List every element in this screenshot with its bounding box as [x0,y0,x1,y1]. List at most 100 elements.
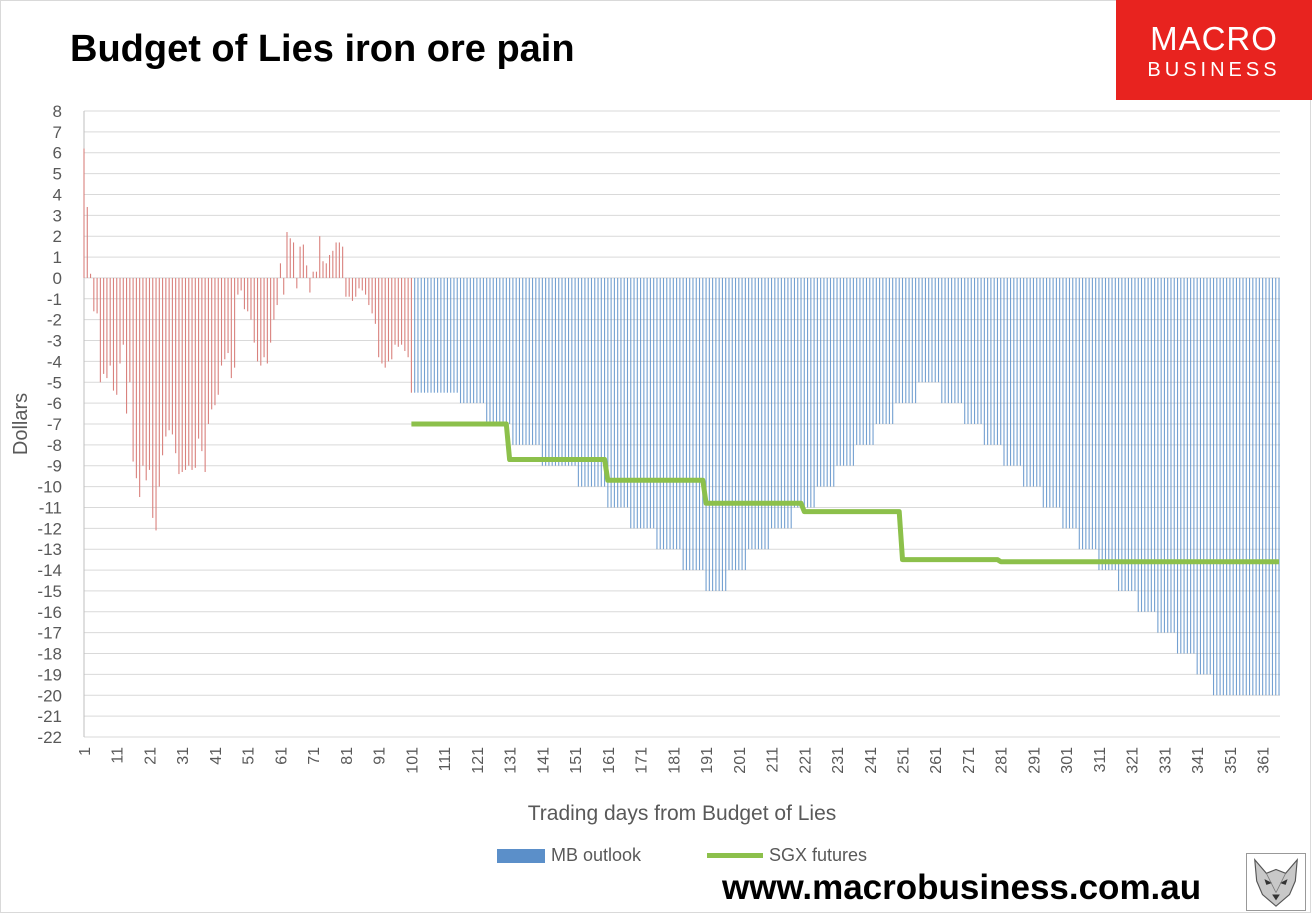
bar-early [276,277,278,306]
bar-mb-outlook [1006,277,1008,466]
bar-mb-outlook [901,277,904,404]
bar-mb-outlook [440,277,442,393]
logo-line-macro: MACRO [1150,20,1278,57]
bar-mb-outlook [754,277,756,550]
bar-mb-outlook [554,277,557,466]
bar-early [184,277,187,470]
bar-mb-outlook [708,277,710,591]
bar-mb-outlook [1013,277,1015,466]
bar-mb-outlook [967,277,969,424]
bar-mb-outlook [430,277,432,393]
bar-mb-outlook [463,277,465,404]
bar-mb-outlook [1268,277,1270,696]
series-mb-outlook-bars [414,277,1280,696]
bar-mb-outlook [1183,277,1185,654]
bar-mb-outlook [1029,277,1031,487]
bar-mb-outlook [990,277,992,445]
bar-early [378,277,380,358]
bar-mb-outlook [1085,277,1087,550]
bar-mb-outlook [495,277,498,424]
bar-mb-outlook [702,277,704,571]
bar-mb-outlook [633,277,635,529]
bar-mb-outlook [1144,277,1146,612]
bar-mb-outlook [731,277,733,571]
bar-early [250,277,252,320]
bar-mb-outlook [1186,277,1188,654]
bar-mb-outlook [1193,277,1195,654]
x-tick-label: 61 [273,747,290,765]
bar-mb-outlook [793,277,796,508]
bar-early [89,273,92,278]
bar-mb-outlook [509,277,511,424]
bar-mb-outlook [640,277,642,529]
bar-mb-outlook [538,277,540,445]
bar-mb-outlook [944,277,946,404]
bar-early [155,277,157,531]
grid-lines [83,110,1280,738]
x-tick-label: 151 [568,747,585,774]
bar-early [103,277,105,374]
bar-mb-outlook [502,277,504,424]
bar-mb-outlook [751,277,753,550]
legend-item-sgx-futures: SGX futures [707,845,867,866]
bar-mb-outlook [800,277,802,508]
bar-mb-outlook [1075,277,1077,529]
x-tick-label: 321 [1125,747,1142,774]
bar-mb-outlook [1121,277,1123,591]
bar-mb-outlook [689,277,691,571]
x-tick-label: 91 [372,747,389,765]
bar-mb-outlook [489,277,491,424]
bar-mb-outlook [843,277,845,466]
bar-mb-outlook [656,277,658,550]
bar-mb-outlook [577,277,579,487]
bar-mb-outlook [473,277,475,404]
bar-early [394,277,396,345]
bar-mb-outlook [1255,277,1257,696]
y-tick-label: 1 [53,248,62,267]
bar-mb-outlook [1180,277,1182,654]
legend-label-mb-outlook: MB outlook [551,845,642,865]
y-tick-label: -22 [37,728,62,747]
bar-early [135,277,137,479]
bar-mb-outlook [512,277,514,445]
bar-mb-outlook [1000,277,1002,445]
bar-mb-outlook [1147,277,1149,612]
bar-early [410,277,412,393]
bar-early [119,277,121,364]
bar-early [273,277,275,320]
bar-early [227,277,229,354]
bar-mb-outlook [1114,277,1116,571]
bar-mb-outlook [698,277,701,571]
macrobusiness-logo: MACRO BUSINESS [1116,0,1312,100]
bar-early [214,277,216,406]
bar-mb-outlook [545,277,547,466]
bar-early [322,261,324,278]
bar-mb-outlook [525,277,527,445]
x-tick-label: 291 [1026,747,1043,774]
bar-mb-outlook [1088,277,1090,550]
bar-mb-outlook [862,277,864,445]
bar-mb-outlook [748,277,750,550]
legend-swatch-mb-outlook [497,848,545,863]
x-tick-label: 41 [208,747,225,765]
bar-mb-outlook [548,277,550,466]
y-tick-label: 8 [53,102,62,121]
bar-early [329,254,331,278]
bar-mb-outlook [1095,277,1097,550]
bar-mb-outlook [479,277,481,404]
bar-mb-outlook [744,277,746,571]
line-sgx-futures [411,421,1279,565]
bar-mb-outlook [951,277,953,404]
bar-mb-outlook [414,277,416,393]
bar-mb-outlook [1055,277,1057,508]
bar-early [358,277,360,289]
bar-early [260,277,262,366]
x-tick-label: 111 [437,747,454,771]
bar-early [256,277,259,362]
y-tick-label: 5 [53,165,62,184]
bar-mb-outlook [1222,277,1224,696]
bar-early [401,277,403,345]
bar-mb-outlook [594,277,596,487]
bar-mb-outlook [617,277,619,508]
bar-mb-outlook [777,277,779,529]
